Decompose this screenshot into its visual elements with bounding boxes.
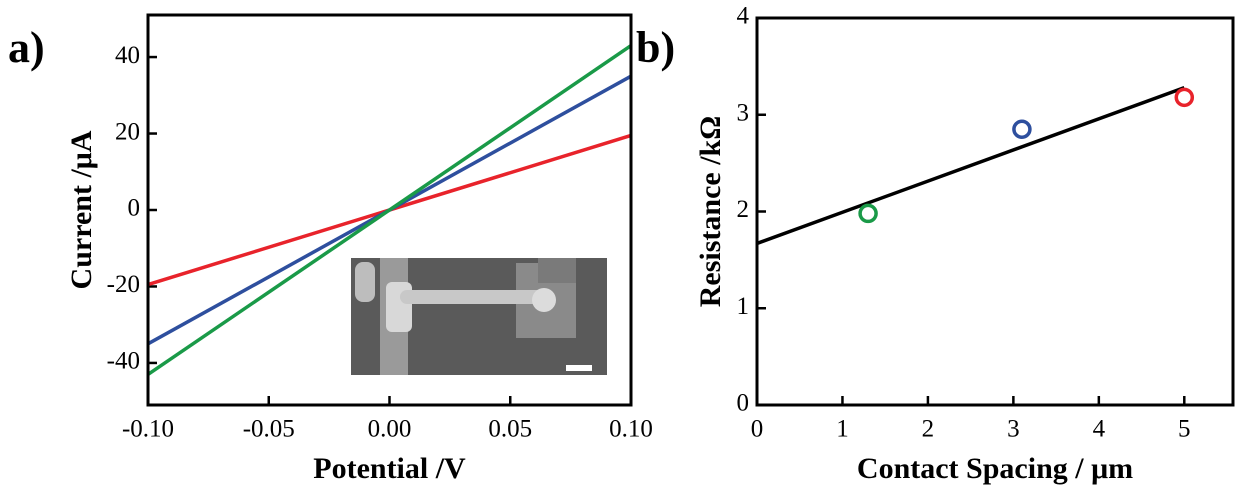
x-tick-label: 1 bbox=[836, 416, 849, 443]
x-tick-label: 5 bbox=[1178, 416, 1191, 443]
x-tick-label: 0.05 bbox=[488, 416, 532, 443]
x-tick-label: 0.10 bbox=[609, 416, 653, 443]
inset-image bbox=[351, 258, 607, 375]
y-tick-label: 4 bbox=[737, 3, 750, 30]
x-tick-label: 2 bbox=[922, 416, 935, 443]
panel-label: a) bbox=[8, 23, 45, 72]
x-tick-label: -0.10 bbox=[122, 416, 174, 443]
x-tick-label: 4 bbox=[1093, 416, 1106, 443]
y-tick-label: 20 bbox=[115, 118, 140, 145]
y-tick-label: 2 bbox=[737, 196, 750, 223]
plot-frame bbox=[755, 16, 1235, 407]
plot-frame bbox=[146, 13, 633, 407]
y-axis-title: Resistance /kΩ bbox=[694, 116, 727, 308]
x-tick-label: 3 bbox=[1007, 416, 1020, 443]
y-tick-label: -40 bbox=[107, 348, 140, 375]
y-tick-label: -20 bbox=[107, 271, 140, 298]
y-tick-label: 0 bbox=[737, 390, 750, 417]
y-tick-label: 1 bbox=[737, 293, 750, 320]
data-point bbox=[858, 203, 878, 224]
x-tick-label: 0.00 bbox=[368, 416, 412, 443]
x-tick-label: -0.05 bbox=[243, 416, 295, 443]
data-point bbox=[1174, 87, 1195, 108]
x-axis-title: Potential /V bbox=[313, 452, 466, 485]
fit-line bbox=[756, 86, 1185, 246]
data-line bbox=[147, 44, 632, 376]
y-tick-label: 0 bbox=[128, 195, 141, 222]
y-tick-label: 3 bbox=[737, 99, 750, 126]
x-tick-label: 0 bbox=[751, 416, 764, 443]
panel-label: b) bbox=[636, 23, 675, 72]
y-axis-title: Current /μA bbox=[65, 130, 98, 289]
data-point bbox=[1012, 119, 1032, 140]
x-axis-title: Contact Spacing / μm bbox=[857, 452, 1133, 485]
y-tick-label: 40 bbox=[115, 42, 140, 69]
